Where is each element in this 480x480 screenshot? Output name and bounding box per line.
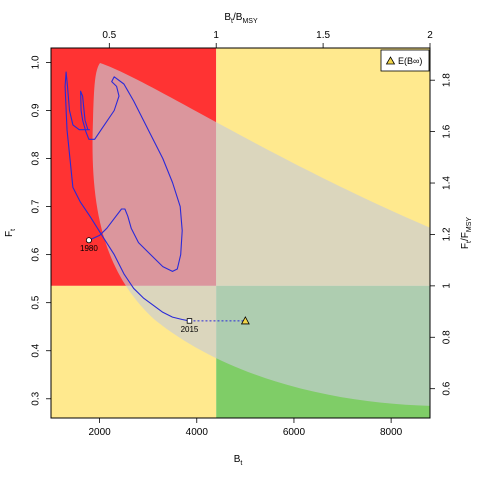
start-year-label: 1980 <box>80 244 98 253</box>
legend-box <box>380 49 430 72</box>
uncertainty-region <box>92 63 430 406</box>
trajectory-series <box>64 71 250 325</box>
top-tick-label: 1.5 <box>316 30 330 41</box>
top-tick-label: 0.5 <box>102 30 116 41</box>
right-tick-label: 1.2 <box>442 227 453 241</box>
y-tick-label: 0.6 <box>31 247 42 261</box>
x-tick-label: 4000 <box>186 427 209 438</box>
x-tick-label: 8000 <box>380 427 403 438</box>
right-tick-label: 1.8 <box>442 73 453 87</box>
axes: 2000 4000 6000 8000 0.3 0.4 0.5 0.6 0.7 0.8 0.9 1.0… <box>31 30 453 438</box>
legend: E(B∞) <box>380 49 430 72</box>
legend-label: E(B∞) <box>398 56 422 66</box>
plot-frame <box>50 47 431 419</box>
start-point <box>85 237 92 244</box>
y-tick-label: 0.7 <box>31 199 42 213</box>
y-tick-label: 0.4 <box>31 343 42 357</box>
right-tick-label: 1.4 <box>442 176 453 190</box>
right-axis-label: Ft/FMSY <box>460 217 473 249</box>
y-tick-label: 0.8 <box>31 151 42 165</box>
x-tick-label: 6000 <box>283 427 306 438</box>
x-axis-label: Bt <box>234 454 243 467</box>
top-tick-label: 1 <box>213 30 219 41</box>
y-tick-label: 1.0 <box>31 55 42 69</box>
y-tick-label: 0.9 <box>31 103 42 117</box>
legend-triangle-marker <box>385 56 396 65</box>
y-tick-label: 0.5 <box>31 295 42 309</box>
y-axis-label: Ft <box>4 229 17 237</box>
top-tick-label: 2 <box>427 30 433 41</box>
trajectory-line <box>64 71 190 322</box>
right-tick-label: 1.6 <box>442 124 453 138</box>
right-tick-label: 0.6 <box>442 381 453 395</box>
top-axis-label: Bt/BMSY <box>224 12 258 25</box>
end-year-label: 2015 <box>181 325 199 334</box>
equilibrium-point <box>240 316 250 325</box>
x-tick-label: 2000 <box>88 427 111 438</box>
y-tick-label: 0.3 <box>31 391 42 405</box>
right-tick-label: 1 <box>442 283 453 289</box>
end-point <box>186 318 193 324</box>
right-tick-label: 0.8 <box>442 330 453 344</box>
